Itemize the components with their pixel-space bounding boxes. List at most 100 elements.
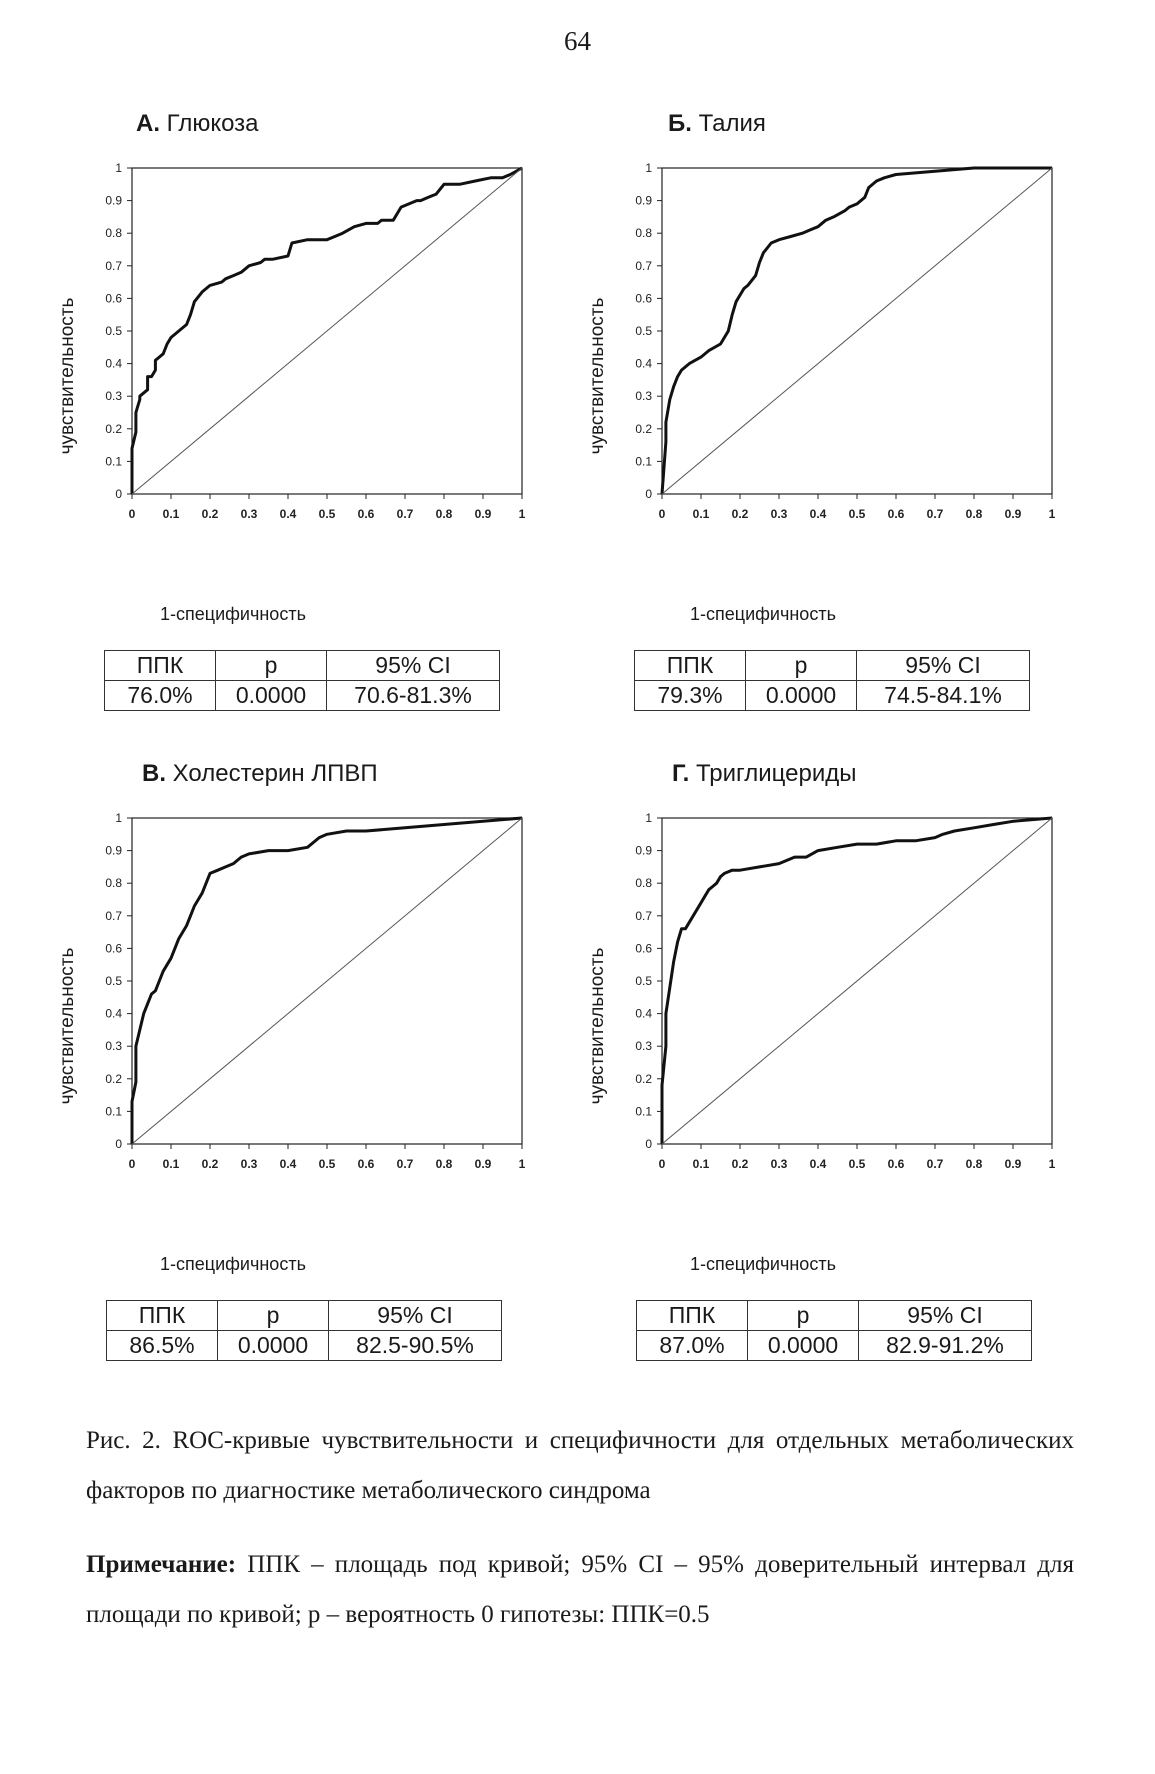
x-axis-label: 1-специфичность bbox=[160, 604, 306, 624]
x-tick-label: 0.9 bbox=[1005, 507, 1022, 521]
x-tick-label: 0.2 bbox=[732, 507, 749, 521]
y-tick-label: 0.4 bbox=[105, 357, 122, 371]
x-tick-label: 0.5 bbox=[849, 1157, 866, 1171]
stats-value-row: 79.3% 0.0000 74.5-84.1% bbox=[634, 680, 1030, 711]
x-tick-label: 0.7 bbox=[927, 507, 944, 521]
stats-value-auc: 76.0% bbox=[104, 680, 216, 711]
stats-value-row: 86.5% 0.0000 82.5-90.5% bbox=[106, 1330, 502, 1361]
y-tick-label: 1 bbox=[115, 811, 122, 825]
panel-title: Б. Талия bbox=[668, 110, 766, 138]
x-tick-label: 0.9 bbox=[475, 507, 492, 521]
figure-caption: Рис. 2. ROC-кривые чувствительности и сп… bbox=[86, 1427, 1074, 1504]
x-tick-label: 0.4 bbox=[280, 1157, 297, 1171]
x-tick-label: 0.1 bbox=[163, 507, 180, 521]
stats-value-ci: 82.5-90.5% bbox=[328, 1330, 502, 1361]
y-tick-label: 0.5 bbox=[105, 324, 122, 338]
roc-curve bbox=[130, 816, 523, 1144]
stats-header-p: p bbox=[747, 1300, 859, 1331]
panel-title: Г. Триглицериды bbox=[672, 760, 857, 788]
x-tick-label: 0.1 bbox=[163, 1157, 180, 1171]
x-tick-label: 1 bbox=[519, 507, 526, 521]
stats-header-ci: 95% CI bbox=[326, 650, 500, 681]
roc-chart-triglycerides: 0 0.1 0.2 0.3 0.4 0.5 0.6 0.7 0.8 0.9 1 0 0.1 0.2 0.3 0… bbox=[635, 811, 1055, 1171]
x-tick-label: 0.4 bbox=[810, 1157, 827, 1171]
stats-header-auc: ППК bbox=[636, 1300, 748, 1331]
y-tick-label: 0.1 bbox=[635, 454, 652, 468]
y-tick-label: 0 bbox=[115, 1137, 122, 1151]
y-tick-label: 0.2 bbox=[105, 1072, 122, 1086]
stats-header-auc: ППК bbox=[104, 650, 216, 681]
y-tick-label: 0.9 bbox=[635, 844, 652, 858]
x-tick-label: 1 bbox=[519, 1157, 526, 1171]
x-tick-label: 0 bbox=[129, 1157, 136, 1171]
figure-note: Примечание: ППК – площадь под кривой; 95… bbox=[86, 1540, 1074, 1640]
stats-header-auc: ППК bbox=[106, 1300, 218, 1331]
stats-value-ci: 74.5-84.1% bbox=[856, 680, 1030, 711]
x-tick-label: 0.1 bbox=[693, 507, 710, 521]
panel-title-text: Триглицериды bbox=[695, 760, 857, 787]
stats-value-ci: 70.6-81.3% bbox=[326, 680, 500, 711]
y-tick-label: 0.9 bbox=[105, 194, 122, 208]
stats-value-auc: 87.0% bbox=[636, 1330, 748, 1361]
x-tick-label: 0.7 bbox=[927, 1157, 944, 1171]
y-tick-label: 0.2 bbox=[105, 422, 122, 436]
y-tick-label: 0.1 bbox=[635, 1104, 652, 1118]
panel-title: В. Холестерин ЛПВП bbox=[142, 760, 378, 788]
y-tick-label: 0.7 bbox=[105, 259, 122, 273]
x-tick-label: 0.4 bbox=[280, 507, 297, 521]
stats-table: ППК p 95% CI 76.0% 0.0000 70.6-81.3% bbox=[104, 650, 500, 711]
x-tick-label: 0.1 bbox=[693, 1157, 710, 1171]
x-tick-label: 0.4 bbox=[810, 507, 827, 521]
x-tick-label: 0.8 bbox=[436, 507, 453, 521]
y-tick-label: 0.3 bbox=[105, 389, 122, 403]
x-tick-label: 0.6 bbox=[358, 507, 375, 521]
panel-title: А. Глюкоза bbox=[136, 110, 259, 138]
panel-letter: Б. bbox=[668, 110, 692, 137]
panel-letter: Г. bbox=[672, 760, 690, 787]
panel-letter: В. bbox=[142, 760, 166, 787]
y-tick-label: 1 bbox=[645, 161, 652, 175]
reference-diagonal bbox=[131, 817, 523, 1145]
stats-value-p: 0.0000 bbox=[745, 680, 857, 711]
y-tick-label: 0.6 bbox=[105, 941, 122, 955]
roc-curve bbox=[130, 166, 523, 494]
y-tick-label: 0.9 bbox=[105, 844, 122, 858]
x-tick-label: 0.3 bbox=[241, 1157, 258, 1171]
y-tick-label: 0.6 bbox=[635, 941, 652, 955]
y-tick-label: 0.5 bbox=[105, 974, 122, 988]
x-tick-label: 0.8 bbox=[436, 1157, 453, 1171]
y-tick-label: 0 bbox=[115, 487, 122, 501]
stats-table: ППК p 95% CI 79.3% 0.0000 74.5-84.1% bbox=[634, 650, 1030, 711]
stats-value-p: 0.0000 bbox=[747, 1330, 859, 1361]
x-axis-label: 1-специфичность bbox=[690, 1254, 836, 1274]
x-tick-label: 0.2 bbox=[202, 1157, 219, 1171]
note-text: ППК – площадь под кривой; 95% CI – 95% д… bbox=[86, 1551, 1074, 1628]
reference-diagonal bbox=[131, 167, 523, 495]
y-tick-label: 0.5 bbox=[635, 974, 652, 988]
x-axis-label: 1-специфичность bbox=[160, 1254, 306, 1274]
stats-table: ППК p 95% CI 86.5% 0.0000 82.5-90.5% bbox=[106, 1300, 502, 1361]
x-axis-label: 1-специфичность bbox=[690, 604, 836, 624]
x-tick-label: 0.7 bbox=[397, 507, 414, 521]
x-tick-label: 0 bbox=[659, 507, 666, 521]
y-tick-label: 0.8 bbox=[105, 876, 122, 890]
y-tick-label: 0.7 bbox=[105, 909, 122, 923]
x-tick-label: 0.3 bbox=[771, 507, 788, 521]
y-tick-label: 0.1 bbox=[105, 454, 122, 468]
stats-header-ci: 95% CI bbox=[328, 1300, 502, 1331]
y-tick-label: 0.1 bbox=[105, 1104, 122, 1118]
y-tick-label: 0 bbox=[645, 1137, 652, 1151]
y-tick-label: 1 bbox=[115, 161, 122, 175]
y-tick-label: 0.4 bbox=[105, 1007, 122, 1021]
note-label: Примечание: bbox=[86, 1551, 237, 1578]
stats-header-auc: ППК bbox=[634, 650, 746, 681]
panel-title-text: Глюкоза bbox=[166, 110, 259, 137]
stats-header-p: p bbox=[215, 650, 327, 681]
y-tick-label: 0.7 bbox=[635, 259, 652, 273]
x-tick-label: 0.9 bbox=[1005, 1157, 1022, 1171]
stats-value-ci: 82.9-91.2% bbox=[858, 1330, 1032, 1361]
roc-curve bbox=[660, 816, 1053, 1144]
y-tick-label: 0.3 bbox=[105, 1039, 122, 1053]
y-tick-label: 0.7 bbox=[635, 909, 652, 923]
y-tick-label: 0.8 bbox=[635, 226, 652, 240]
